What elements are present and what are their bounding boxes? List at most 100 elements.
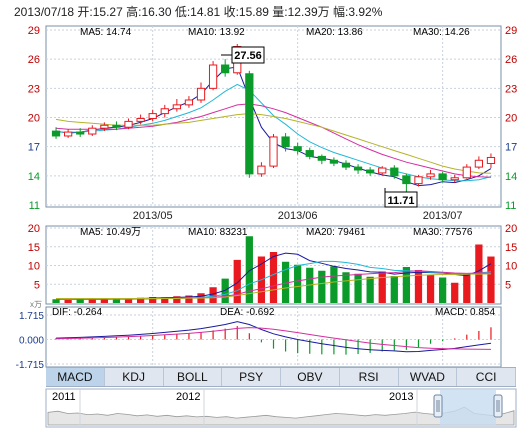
tab-macd[interactable]: MACD [46, 368, 105, 386]
candle-body [257, 165, 266, 175]
volume-bar [451, 282, 459, 303]
volume-bar [463, 273, 471, 303]
macd-legend-macd: MACD: 0.854 [435, 307, 495, 318]
volume-bar [414, 270, 423, 303]
tab-rsi[interactable]: RSI [340, 368, 399, 386]
candle-body [474, 159, 484, 168]
candle-body [124, 120, 133, 128]
volume-bar [426, 274, 435, 303]
volume-bar [281, 261, 290, 303]
volume-tick-label-left: 5 [34, 279, 40, 291]
indicator-tabs: MACD KDJ BOLL PSY OBV RSI WVAD CCI [46, 367, 516, 387]
header-volume: 量:12.39万 [272, 5, 330, 19]
volume-bar [233, 259, 241, 303]
candle-body [221, 64, 230, 74]
candle-body [293, 146, 302, 152]
candle-body [305, 150, 314, 157]
price-tick-label-left: 29 [28, 25, 40, 37]
overview-year-2012: 2012 [176, 391, 200, 403]
volume-bar [185, 295, 193, 303]
low-annotation: 11.71 [384, 188, 418, 208]
candle-body [450, 177, 459, 181]
volume-bar [209, 287, 217, 303]
volume-tick-label-left: 15 [28, 242, 40, 254]
overview-year-2011: 2011 [52, 391, 76, 403]
volume-legend-ma5: MA5: 10.49万 [80, 227, 141, 238]
volume-bar [366, 276, 374, 303]
price-tick-label-right: 14 [505, 171, 517, 183]
candle-body [329, 159, 339, 164]
volume-bar [136, 297, 145, 303]
macd-tick-label: -1.715 [16, 360, 45, 371]
candle-body [438, 173, 447, 181]
volume-tick-label-right: 10 [505, 261, 517, 273]
volume-unit-label: x万 [30, 300, 42, 309]
volume-tick-label-left: 20 [28, 223, 40, 235]
header-date: 2013/07/18 [14, 5, 75, 19]
tab-boll[interactable]: BOLL [164, 368, 223, 386]
volume-ma30-line [56, 273, 492, 299]
macd-tick-label: 0.000 [19, 336, 44, 347]
volume-bar [330, 266, 338, 303]
overview-left-handle[interactable] [433, 394, 443, 418]
volume-bar [487, 256, 495, 303]
volume-bar [439, 277, 447, 303]
candle-body [353, 166, 363, 171]
price-legend-ma10: MA10: 13.92 [188, 27, 245, 38]
candle-body [366, 169, 375, 174]
price-tick-label-right: 23 [505, 83, 517, 95]
candle-body [51, 130, 61, 137]
tab-wvad[interactable]: WVAD [399, 368, 458, 386]
low-annotation-label: 11.71 [388, 195, 415, 207]
price-tick-label-left: 20 [28, 113, 40, 125]
overview-selection[interactable] [440, 390, 496, 426]
volume-legend-ma30: MA30: 77576 [413, 227, 473, 238]
price-tick-label-right: 17 [505, 142, 517, 154]
macd-legend-dif: DIF: -0.264 [52, 307, 102, 318]
tab-cci[interactable]: CCI [457, 368, 516, 386]
candle-body [245, 73, 254, 175]
tab-psy[interactable]: PSY [222, 368, 281, 386]
price-tick-label-left: 11 [29, 200, 40, 212]
volume-bar [112, 298, 121, 303]
header-close: 收:15.89 [223, 5, 269, 19]
overview-right-handle[interactable] [493, 394, 503, 418]
price-legend-ma5: MA5: 14.74 [80, 27, 132, 38]
macd-dif-line [55, 321, 492, 353]
candle-body [269, 136, 278, 167]
candle-body [88, 127, 97, 135]
tab-kdj[interactable]: KDJ [105, 368, 164, 386]
high-annotation: 27.56 [221, 46, 265, 64]
candle-body [172, 104, 181, 110]
candle-body [426, 173, 435, 178]
candle-body [160, 108, 169, 115]
candle-body [390, 167, 399, 177]
candle-body [281, 136, 290, 148]
volume-tick-label-right: 5 [505, 279, 511, 291]
price-legend-ma30: MA30: 14.26 [413, 27, 470, 38]
volume-tick-label-left: 10 [28, 261, 40, 273]
ohlc-header: 2013/07/18 开:15.27 高:16.30 低:14.81 收:15.… [14, 3, 382, 20]
volume-bar [76, 298, 84, 303]
high-annotation-label: 27.56 [234, 50, 262, 62]
candle-body [184, 99, 194, 106]
volume-tick-label-right: 15 [505, 242, 517, 254]
date-tick-label: 2013/07 [423, 210, 463, 222]
candle-body [414, 176, 423, 185]
volume-bar [318, 270, 326, 303]
price-tick-label-right: 20 [505, 113, 517, 125]
tab-obv[interactable]: OBV [281, 368, 340, 386]
volume-bar [88, 299, 96, 303]
volume-bar [342, 272, 350, 303]
volume-tick-label-right: 20 [505, 223, 517, 235]
candle-body [196, 87, 206, 101]
candle-body [208, 64, 218, 89]
header-change: 幅:3.92% [333, 5, 383, 19]
volume-bar [354, 273, 362, 303]
volume-bar [52, 299, 60, 303]
candle-body [76, 131, 85, 135]
volume-bar [390, 276, 398, 303]
price-tick-label-left: 17 [28, 142, 40, 154]
